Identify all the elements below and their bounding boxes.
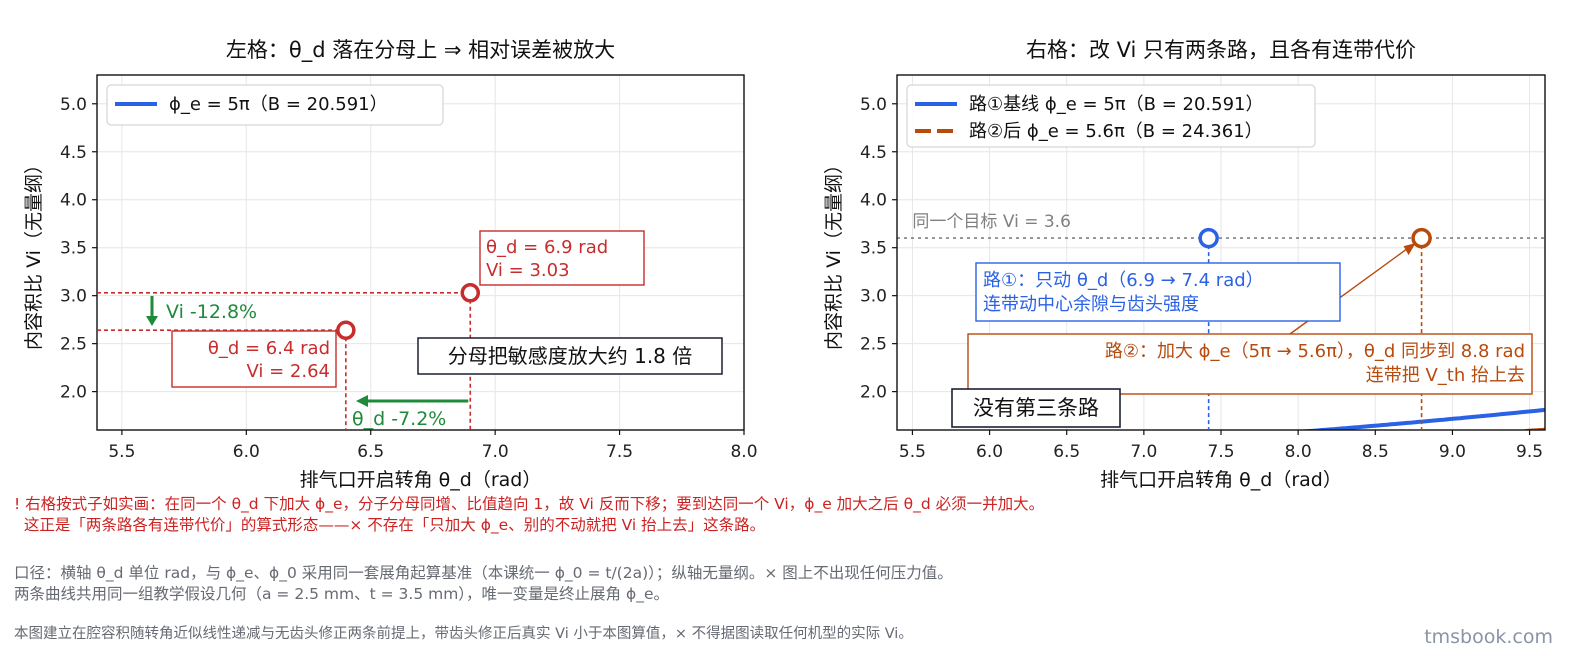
no-third-label: 没有第三条路 [973,396,1099,420]
x-tick-label: 7.0 [1130,442,1157,462]
x-tick-label: 9.0 [1439,442,1466,462]
p0-label: θ_d = 6.4 rad Vi = 2.64 [208,338,330,382]
y-tick-label: 3.5 [60,239,87,259]
x-tick-label: 8.0 [1285,442,1312,462]
x-axis-label: 排气口开启转角 θ_d（rad） [300,469,542,491]
point-marker [336,320,356,340]
x-tick-label: 7.5 [1207,442,1234,462]
x-tick-label: 7.0 [482,442,509,462]
y-tick-label: 5.0 [860,95,887,115]
x-tick-label: 6.5 [357,442,384,462]
baseline-curve [741,429,744,430]
x-tick-label: 8.5 [1362,442,1389,462]
route1-marker [1198,227,1219,249]
x-tick-label: 8.0 [730,442,757,462]
p1-label-box [479,230,645,286]
x-tick-label: 6.0 [233,442,260,462]
route1-box [975,262,1341,322]
no-third-box [951,388,1121,428]
x-tick-label: 7.5 [606,442,633,462]
y-axis-label: 内容积比 Vi（无量纲） [823,155,845,350]
theta-change-label: θ_d -7.2% [352,408,446,430]
chart-title: 左格：θ_d 落在分母上 ⇒ 相对误差被放大 [226,38,615,63]
x-tick-label: 9.5 [1516,442,1543,462]
legend-label: 路①基线 ϕ_e = 5π（B = 20.591） [969,94,1263,115]
sensitivity-box [417,337,723,375]
legend-box [106,84,444,126]
right-panel: 5.5 6.0 6.5 7.0 7.5 8.0 8.5 9.0 9.5 2.0 2.5 3.0 3.5 4… [823,38,1546,491]
y-tick-label: 4.5 [860,143,887,163]
legend-label: 路②后 ϕ_e = 5.6π（B = 24.361） [969,121,1263,142]
vi-change-label: Vi -12.8% [166,301,257,323]
x-tick-label: 6.0 [976,442,1003,462]
y-tick-label: 2.5 [860,335,887,355]
plot-area [897,237,1545,430]
target-label: 同一个目标 Vi = 3.6 [912,212,1070,232]
point-marker [460,283,481,303]
y-tick-label: 4.5 [60,143,87,163]
x-tick-label: 5.5 [899,442,926,462]
axes-frame [96,74,745,431]
route1-label: 路①：只动 θ_d（6.9 → 7.4 rad）连带动中心余隙与齿头强度 [983,270,1264,315]
y-tick-label: 3.5 [860,239,887,259]
p1-label: θ_d = 6.9 rad Vi = 3.03 [486,237,608,281]
x-tick-label: 5.5 [108,442,135,462]
chart-title: 右格：改 Vi 只有两条路，且各有连带代价 [1026,38,1416,62]
y-tick-label: 4.0 [860,191,887,211]
y-tick-label: 5.0 [60,95,87,115]
y-tick-label: 2.0 [860,383,887,403]
route2-marker [1411,227,1432,249]
route2-label: 路②：加大 ϕ_e（5π → 5.6π），θ_d 同步到 8.8 rad 连带把 … [1105,341,1525,386]
x-axis-label: 排气口开启转角 θ_d（rad） [1100,469,1342,491]
theta-arrow-head [356,395,368,407]
y-tick-label: 2.5 [60,335,87,355]
warning-note: ! 右格按式子如实画：在同一个 θ_d 下加大 ϕ_e，分子分母同增、比值趋向 … [14,495,1045,534]
left-panel: 5.5 6.0 6.5 7.0 7.5 8.0 2.0 2.5 3.0 3.5 4.0 4.5 5.0 左… [23,38,758,491]
y-axis-label: 内容积比 Vi（无量纲） [23,155,45,350]
legend: ϕ_e = 5π（B = 20.591） [106,84,444,126]
y-tick-label: 3.0 [60,287,87,307]
figure: 5.5 6.0 6.5 7.0 7.5 8.0 2.0 2.5 3.0 3.5 4.0 4.5 5.0 左… [23,38,1546,491]
route2-box [967,333,1533,395]
x-tick-label: 6.5 [1053,442,1080,462]
sensitivity-label: 分母把敏感度放大约 1.8 倍 [448,344,693,368]
legend: 路①基线 ϕ_e = 5π（B = 20.591） 路②后 ϕ_e = 5.6π（… [906,84,1316,148]
caliber-note: 口径：横轴 θ_d 单位 rad，与 ϕ_e、ϕ_0 采用同一套展角起算基准（本… [14,564,953,603]
vi-arrow-head [146,316,158,326]
legend-box [906,84,1316,148]
plot-area [741,429,744,430]
y-tick-label: 2.0 [60,383,87,403]
y-tick-label: 4.0 [60,191,87,211]
disclaimer-note: 本图建立在腔容积随转角近似线性递减与无齿头修正两条前提上，带齿头修正后真实 Vi… [14,626,913,642]
p0-label-box [171,330,337,388]
route2-pointer-head [1403,243,1416,256]
y-tick-label: 3.0 [860,287,887,307]
baseline-curve [1297,407,1545,430]
watermark: tmsbook.com [1424,626,1553,648]
axes-frame [896,74,1546,431]
legend-label: ϕ_e = 5π（B = 20.591） [169,94,388,115]
